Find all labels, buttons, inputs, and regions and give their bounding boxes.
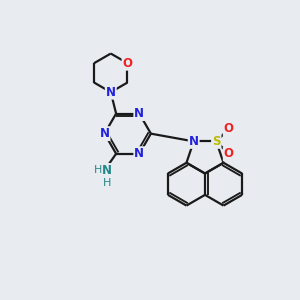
Text: H: H <box>94 165 102 175</box>
Text: H: H <box>103 178 111 188</box>
Text: N: N <box>100 127 110 140</box>
Text: S: S <box>212 135 220 148</box>
Text: O: O <box>224 147 234 161</box>
Text: N: N <box>106 86 116 99</box>
Text: N: N <box>134 107 144 120</box>
Text: N: N <box>134 147 144 160</box>
Text: O: O <box>224 122 234 135</box>
Text: N: N <box>102 164 112 177</box>
Text: N: N <box>189 135 199 148</box>
Text: O: O <box>122 57 133 70</box>
